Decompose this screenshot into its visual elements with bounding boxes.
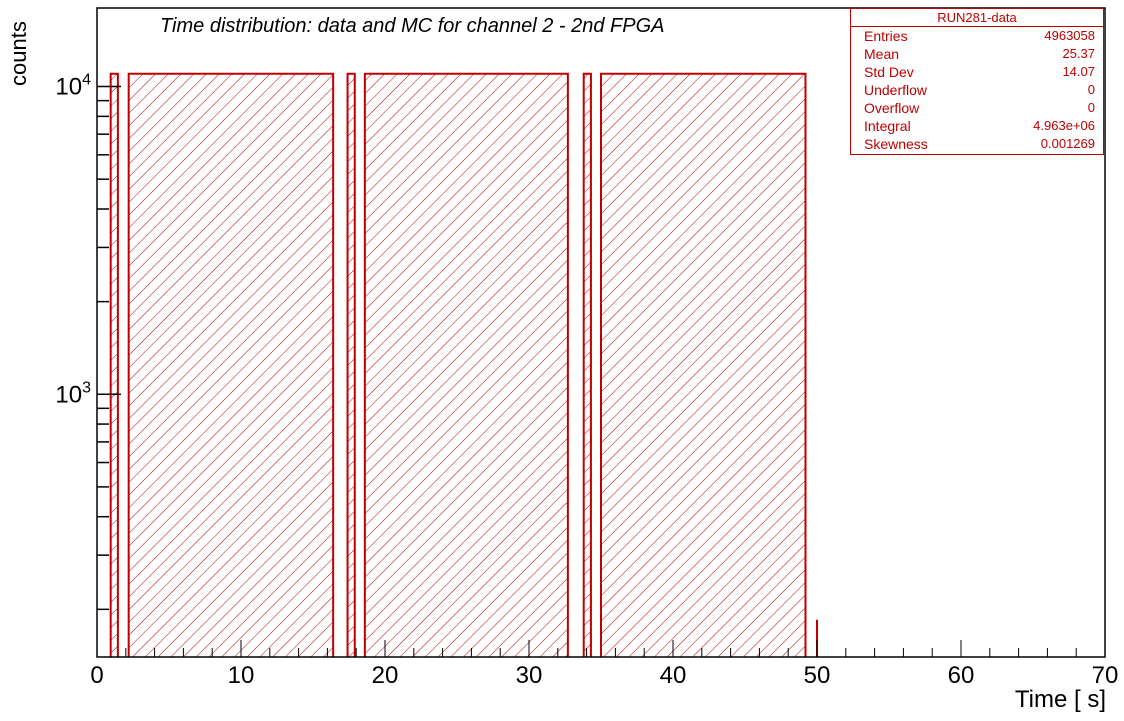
histogram-bar-1 [128, 73, 334, 657]
stats-row: Std Dev 14.07 [851, 63, 1103, 81]
histogram-bar-outline-2 [346, 72, 356, 657]
y-axis-label: counts [6, 21, 31, 86]
stats-label: Underflow [864, 82, 928, 98]
stats-value: 25.37 [1062, 46, 1095, 61]
histogram-bar-outline-0 [109, 72, 119, 657]
stats-row: Mean 25.37 [851, 45, 1103, 63]
histogram-bar-outline-5 [600, 72, 807, 657]
x-axis: 0 10 20 30 40 50 60 70 [90, 640, 1118, 689]
stats-value: 0.001269 [1040, 136, 1095, 151]
stats-label: Entries [864, 28, 908, 44]
histogram-bar-outline-4 [582, 72, 592, 657]
stats-box: RUN281-data Entries 4963058 Mean 25.37 Std D… [850, 8, 1104, 155]
x-tick-label: 20 [372, 662, 399, 689]
stats-value: 4.963e+06 [1033, 118, 1095, 133]
stats-value: 14.07 [1062, 64, 1095, 79]
y-tick-label: 103 [55, 379, 91, 408]
stats-label: Std Dev [864, 64, 914, 80]
x-tick-label: 30 [516, 662, 543, 689]
stats-value: 0 [1087, 100, 1095, 115]
stats-row: Integral 4.963e+06 [851, 117, 1103, 135]
histogram-bar-5 [601, 73, 806, 657]
stats-row: Entries 4963058 [851, 27, 1103, 45]
y-tick-exponent: 3 [82, 379, 91, 396]
x-tick-label: 60 [948, 662, 975, 689]
y-tick-exponent: 4 [82, 72, 91, 89]
histogram-bar-3 [364, 73, 568, 657]
histogram-bar-outline-1 [127, 72, 335, 657]
x-tick-label: 40 [660, 662, 687, 689]
stats-row: Overflow 0 [851, 99, 1103, 117]
stats-rows: Entries 4963058 Mean 25.37 Std Dev 14.07 Under… [851, 27, 1103, 153]
histogram-bar-0 [110, 73, 118, 657]
histogram-bar-outline-3 [363, 72, 569, 657]
stats-value: 4963058 [1044, 28, 1095, 43]
stats-row: Skewness 0.001269 [851, 135, 1103, 153]
stats-title: RUN281-data [851, 9, 1103, 27]
histogram-bars [109, 72, 818, 657]
x-tick-label: 50 [804, 662, 831, 689]
stats-label: Overflow [864, 100, 920, 116]
chart-title: Time distribution: data and MC for chann… [160, 15, 665, 37]
histogram-bar-2 [347, 73, 355, 657]
stats-label: Integral [864, 118, 911, 134]
y-tick-base: 10 [55, 381, 82, 408]
stats-label: Mean [864, 46, 900, 62]
histogram-bar-4 [583, 73, 591, 657]
y-tick-base: 10 [55, 74, 82, 101]
plot-frame [96, 7, 1106, 658]
stats-row: Underflow 0 [851, 81, 1103, 99]
y-tick-label: 104 [55, 72, 91, 101]
x-tick-label: 10 [228, 662, 255, 689]
x-tick-label: 0 [90, 662, 103, 689]
stats-value: 0 [1087, 82, 1095, 97]
x-axis-label: Time [ s] [1014, 686, 1106, 713]
x-tick-label: 70 [1092, 662, 1119, 689]
stats-label: Skewness [864, 136, 928, 152]
